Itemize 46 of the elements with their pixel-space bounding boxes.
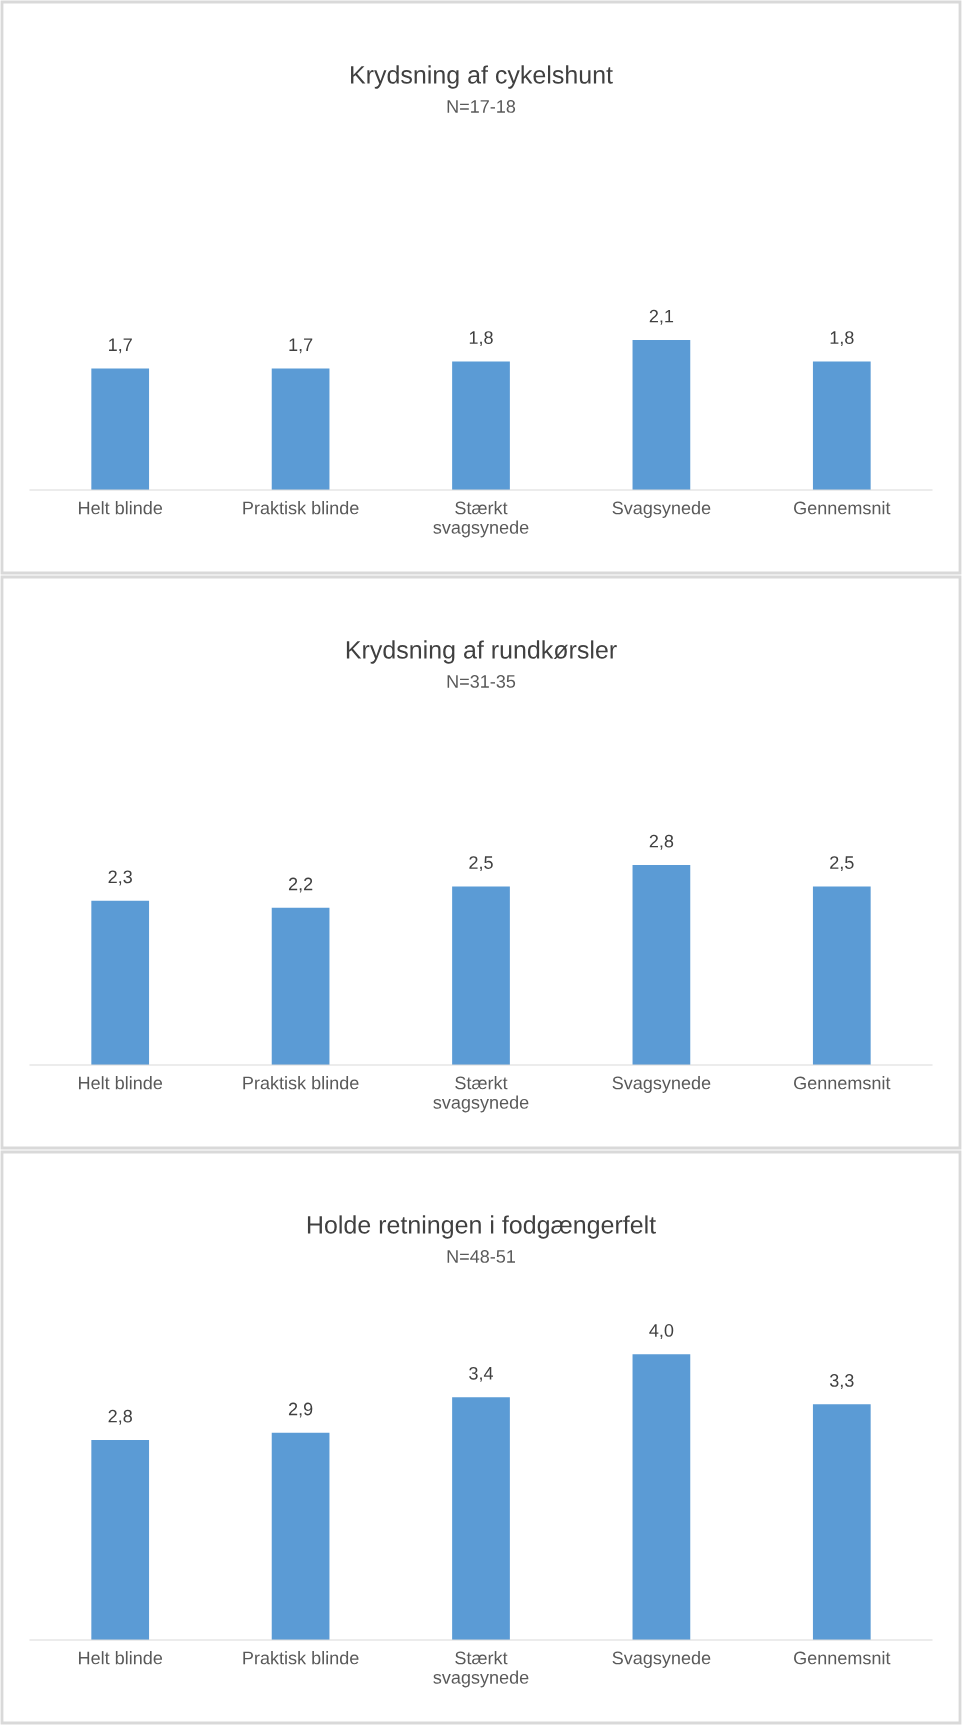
- data-label: 3,4: [469, 1366, 494, 1382]
- data-label: 1,7: [109, 338, 132, 354]
- data-label: 3,3: [829, 1374, 854, 1389]
- x-tick-label: Praktisk blinde: [243, 1651, 359, 1665]
- data-label: 2,2: [288, 877, 313, 893]
- data-label: 2,5: [469, 856, 493, 872]
- chart-subtitle: N=48-51: [447, 1250, 515, 1263]
- data-label: 1,8: [830, 331, 854, 347]
- bar: [91, 1440, 150, 1640]
- x-tick-label: Stærkt svagsynede: [433, 501, 529, 538]
- x-tick-label: Stærkt svagsynede: [433, 1076, 529, 1113]
- x-tick-label: Gennemsnit: [794, 501, 891, 515]
- chart-subtitle: N=17-18: [447, 100, 516, 113]
- chart-subtitle: N=31-35: [447, 675, 516, 688]
- data-label: 1,8: [469, 331, 493, 347]
- bar: [812, 886, 871, 1065]
- bar: [632, 1354, 691, 1640]
- x-tick-label: Svagsynede: [612, 1076, 711, 1093]
- data-label: 1,7: [289, 338, 313, 354]
- bar: [812, 1404, 871, 1640]
- data-label: 2,8: [108, 1409, 132, 1425]
- bar: [452, 1397, 510, 1640]
- x-tick-label: Praktisk blinde: [243, 1076, 359, 1090]
- x-tick-label: Stærkt svagsynede: [433, 1651, 529, 1688]
- bar: [91, 900, 150, 1065]
- data-label: 4,0: [649, 1324, 674, 1339]
- bar: [632, 865, 691, 1065]
- x-tick-label: Svagsynede: [612, 501, 711, 518]
- data-label: 2,3: [108, 870, 132, 886]
- data-label: 2,5: [830, 856, 854, 872]
- chart-title: Holde retningen i fodgængerfelt: [307, 1215, 656, 1239]
- data-label: 2,1: [649, 309, 674, 325]
- bar: [452, 886, 510, 1065]
- chart-title: Krydsning af rundkørsler: [346, 640, 617, 664]
- x-tick-label: Helt blinde: [79, 501, 163, 515]
- x-tick-label: Gennemsnit: [794, 1076, 891, 1090]
- data-label: 2,9: [288, 1402, 313, 1418]
- x-tick-label: Helt blinde: [79, 1651, 163, 1665]
- chart-title: Krydsning af cykelshunt: [351, 65, 613, 89]
- x-tick-label: Gennemsnit: [794, 1651, 891, 1665]
- data-label: 2,8: [649, 834, 674, 850]
- x-tick-label: Helt blinde: [79, 1076, 163, 1090]
- x-tick-label: Praktisk blinde: [243, 501, 359, 515]
- bar: [271, 1432, 330, 1640]
- x-tick-label: Svagsynede: [612, 1651, 711, 1668]
- bar: [271, 907, 330, 1065]
